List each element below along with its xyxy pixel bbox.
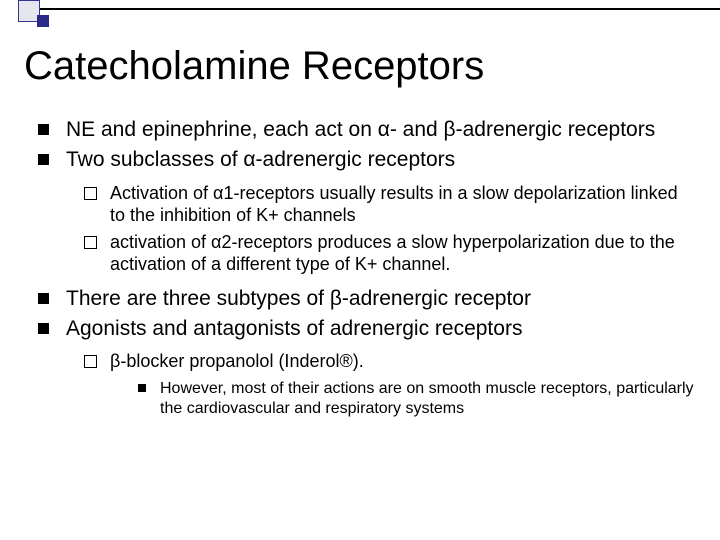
sub-sub-list: However, most of their actions are on sm… [138,379,696,419]
slide-title: Catecholamine Receptors [24,44,696,89]
list-item: β-blocker propanolol (Inderol®). However… [84,350,696,419]
bullet-text: Two subclasses of α-adrenergic receptors [66,148,455,171]
list-item: Activation of α1-receptors usually resul… [84,182,696,227]
list-item: However, most of their actions are on sm… [138,379,696,419]
bullet-text: β-blocker propanolol (Inderol®). [110,351,364,371]
slide-content: Catecholamine Receptors NE and epinephri… [24,44,696,429]
sub-list: Activation of α1-receptors usually resul… [84,182,696,276]
bullet-text: Agonists and antagonists of adrenergic r… [66,317,522,340]
box-dark [37,15,49,27]
sub-list: β-blocker propanolol (Inderol®). However… [84,350,696,419]
header-line [40,8,720,10]
list-item: There are three subtypes of β-adrenergic… [38,286,696,312]
bullet-list: NE and epinephrine, each act on α- and β… [38,117,696,419]
list-item: Two subclasses of α-adrenergic receptors… [38,147,696,275]
bullet-text: activation of α2-receptors produces a sl… [110,232,675,275]
bullet-text: Activation of α1-receptors usually resul… [110,183,678,226]
bullet-text: However, most of their actions are on sm… [160,380,694,417]
list-item: activation of α2-receptors produces a sl… [84,231,696,276]
bullet-text: NE and epinephrine, each act on α- and β… [66,118,655,141]
list-item: Agonists and antagonists of adrenergic r… [38,316,696,419]
bullet-text: There are three subtypes of β-adrenergic… [66,287,531,310]
list-item: NE and epinephrine, each act on α- and β… [38,117,696,143]
